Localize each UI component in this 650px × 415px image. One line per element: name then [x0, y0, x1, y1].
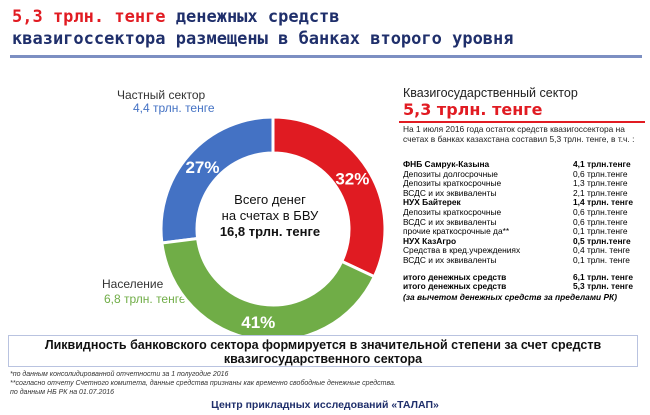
footnote-3: по данным НБ РК на 01.07.2016 — [10, 389, 115, 396]
breakdown-row-label: ВСДС и их эквиваленты — [403, 254, 497, 265]
label-population-amount: 6,8 трлн. тенге — [104, 292, 186, 306]
breakdown-row: Средства в кред.учреждениях 0,4 трлн. тен… — [403, 246, 643, 256]
breakdown-row-label: прочие краткосрочные да** — [403, 226, 510, 237]
breakdown-row-label: Депозиты краткосрочные — [403, 206, 502, 217]
donut-chart: 27% 32% 41% Всего денег на счетах в БВУ 16… — [159, 115, 387, 343]
breakdown-row: ВСДС и их эквиваленты 2,1 трлн.тенге — [403, 187, 643, 199]
footer-org: Центр прикладных исследований «ТАЛАП» — [211, 399, 439, 411]
breakdown-row-value: 0,6 трлн.тенге — [573, 206, 628, 217]
breakdown-row-value: 0,6 трлн.тенге — [573, 168, 628, 179]
breakdown-row: Депозиты долгосрочные 0,6 трлн.тенге — [403, 168, 643, 180]
breakdown-row-value: 0,1 трлн.тенге — [573, 226, 628, 237]
breakdown-row-value: 1,4 трлн. тенге — [573, 197, 633, 208]
breakdown-row: НУХ Байтерек 1,4 трлн. тенге — [403, 198, 643, 208]
breakdown-row-label: НУХ КазАгро — [403, 235, 457, 246]
donut-slice — [160, 236, 377, 343]
title-divider — [10, 55, 642, 58]
breakdown-row-label: Средства в кред.учреждениях — [403, 245, 521, 256]
breakdown-row-value: 0,4 трлн. тенге — [573, 245, 630, 256]
totals-note: (за вычетом денежных средств за пределам… — [403, 291, 617, 302]
conclusion-banner: Ликвидность банковского сектора формируе… — [8, 335, 638, 367]
right-panel-value: 5,3 трлн. тенге — [403, 100, 543, 119]
right-panel-heading: Квазигосударственный сектор — [403, 86, 578, 100]
breakdown-row-label: НУХ Байтерек — [403, 197, 461, 208]
footnote-2: **согласно отчету Счетного комитета, дан… — [10, 380, 396, 387]
breakdown-row: Депозиты краткосрочные 1,3 трлн.тенге — [403, 179, 643, 189]
total-value-2: 5,3 трлн. тенге — [573, 281, 633, 292]
breakdown-row-value: 0,6 трлн.тенге — [573, 216, 628, 227]
total-value-1: 6,1 трлн. тенге — [573, 271, 633, 282]
label-private-name: Частный сектор — [117, 88, 206, 102]
breakdown-row: НУХ КазАгро 0,5 трлн.тенге — [403, 235, 643, 247]
breakdown-row: прочие краткосрочные да** 0,1 трлн.тенге — [403, 227, 643, 237]
banner-line-1: Ликвидность банковского сектора формируе… — [44, 338, 602, 352]
breakdown-row-label: Депозиты краткосрочные — [403, 178, 502, 189]
total-label-1: итого денежных средств — [403, 271, 507, 282]
breakdown-row: ФНБ Самрук-Казына 4,1 трлн.тенге — [403, 159, 643, 170]
breakdown-row: Депозиты краткосрочные 0,6 трлн.тенге — [403, 206, 643, 218]
breakdown-row-label: ФНБ Самрук-Казына — [403, 159, 490, 169]
donut-percent-label: 41% — [241, 313, 275, 332]
breakdown-row-label: ВСДС и их эквиваленты — [403, 187, 497, 198]
total-row-2: итого денежных средств 5,3 трлн. тенге — [403, 282, 643, 292]
label-private-amount: 4,4 трлн. тенге — [133, 101, 215, 115]
breakdown-row-label: Депозиты долгосрочные — [403, 168, 498, 179]
breakdown-row-value: 2,1 трлн.тенге — [573, 187, 628, 198]
donut-percent-label: 27% — [185, 158, 219, 177]
breakdown-row-value: 0,5 трлн.тенге — [573, 235, 631, 246]
donut-percent-label: 32% — [335, 170, 369, 189]
title-highlight: 5,3 трлн. тенге — [12, 7, 166, 27]
footnote-1: *по данным консолидированной отчетности … — [10, 371, 229, 378]
label-population-name: Население — [102, 277, 164, 291]
title-rest: денежных средств — [165, 7, 340, 27]
breakdown-row-value: 0,1 трлн. тенге — [573, 254, 630, 265]
total-label-2: итого денежных средств — [403, 281, 507, 292]
breakdown-table: ФНБ Самрук-Казына 4,1 трлн.тенге Депозиты … — [403, 159, 643, 302]
center-line-3: 16,8 трлн. тенге — [220, 224, 320, 239]
breakdown-row-value: 1,3 трлн.тенге — [573, 178, 628, 189]
page-title: 5,3 трлн. тенге денежных средств квазиго… — [12, 6, 632, 50]
breakdown-row: ВСДС и их эквиваленты 0,1 трлн. тенге — [403, 254, 643, 266]
breakdown-row: ВСДС и их эквиваленты 0,6 трлн.тенге — [403, 216, 643, 228]
total-row-1: итого денежных средств 6,1 трлн. тенге — [403, 271, 643, 283]
breakdown-row-label: ВСДС и их эквиваленты — [403, 216, 497, 227]
right-panel-divider — [399, 121, 645, 123]
right-panel-note: На 1 июля 2016 года остаток средств кваз… — [403, 124, 635, 145]
breakdown-row-value: 4,1 трлн.тенге — [573, 159, 631, 169]
center-line-1: Всего денег — [234, 192, 306, 207]
title-line2: квазигоссектора размещены в банках второ… — [12, 29, 514, 49]
center-line-2: на счетах в БВУ — [222, 208, 319, 223]
banner-line-2: квазигосударственного сектора — [223, 352, 423, 366]
